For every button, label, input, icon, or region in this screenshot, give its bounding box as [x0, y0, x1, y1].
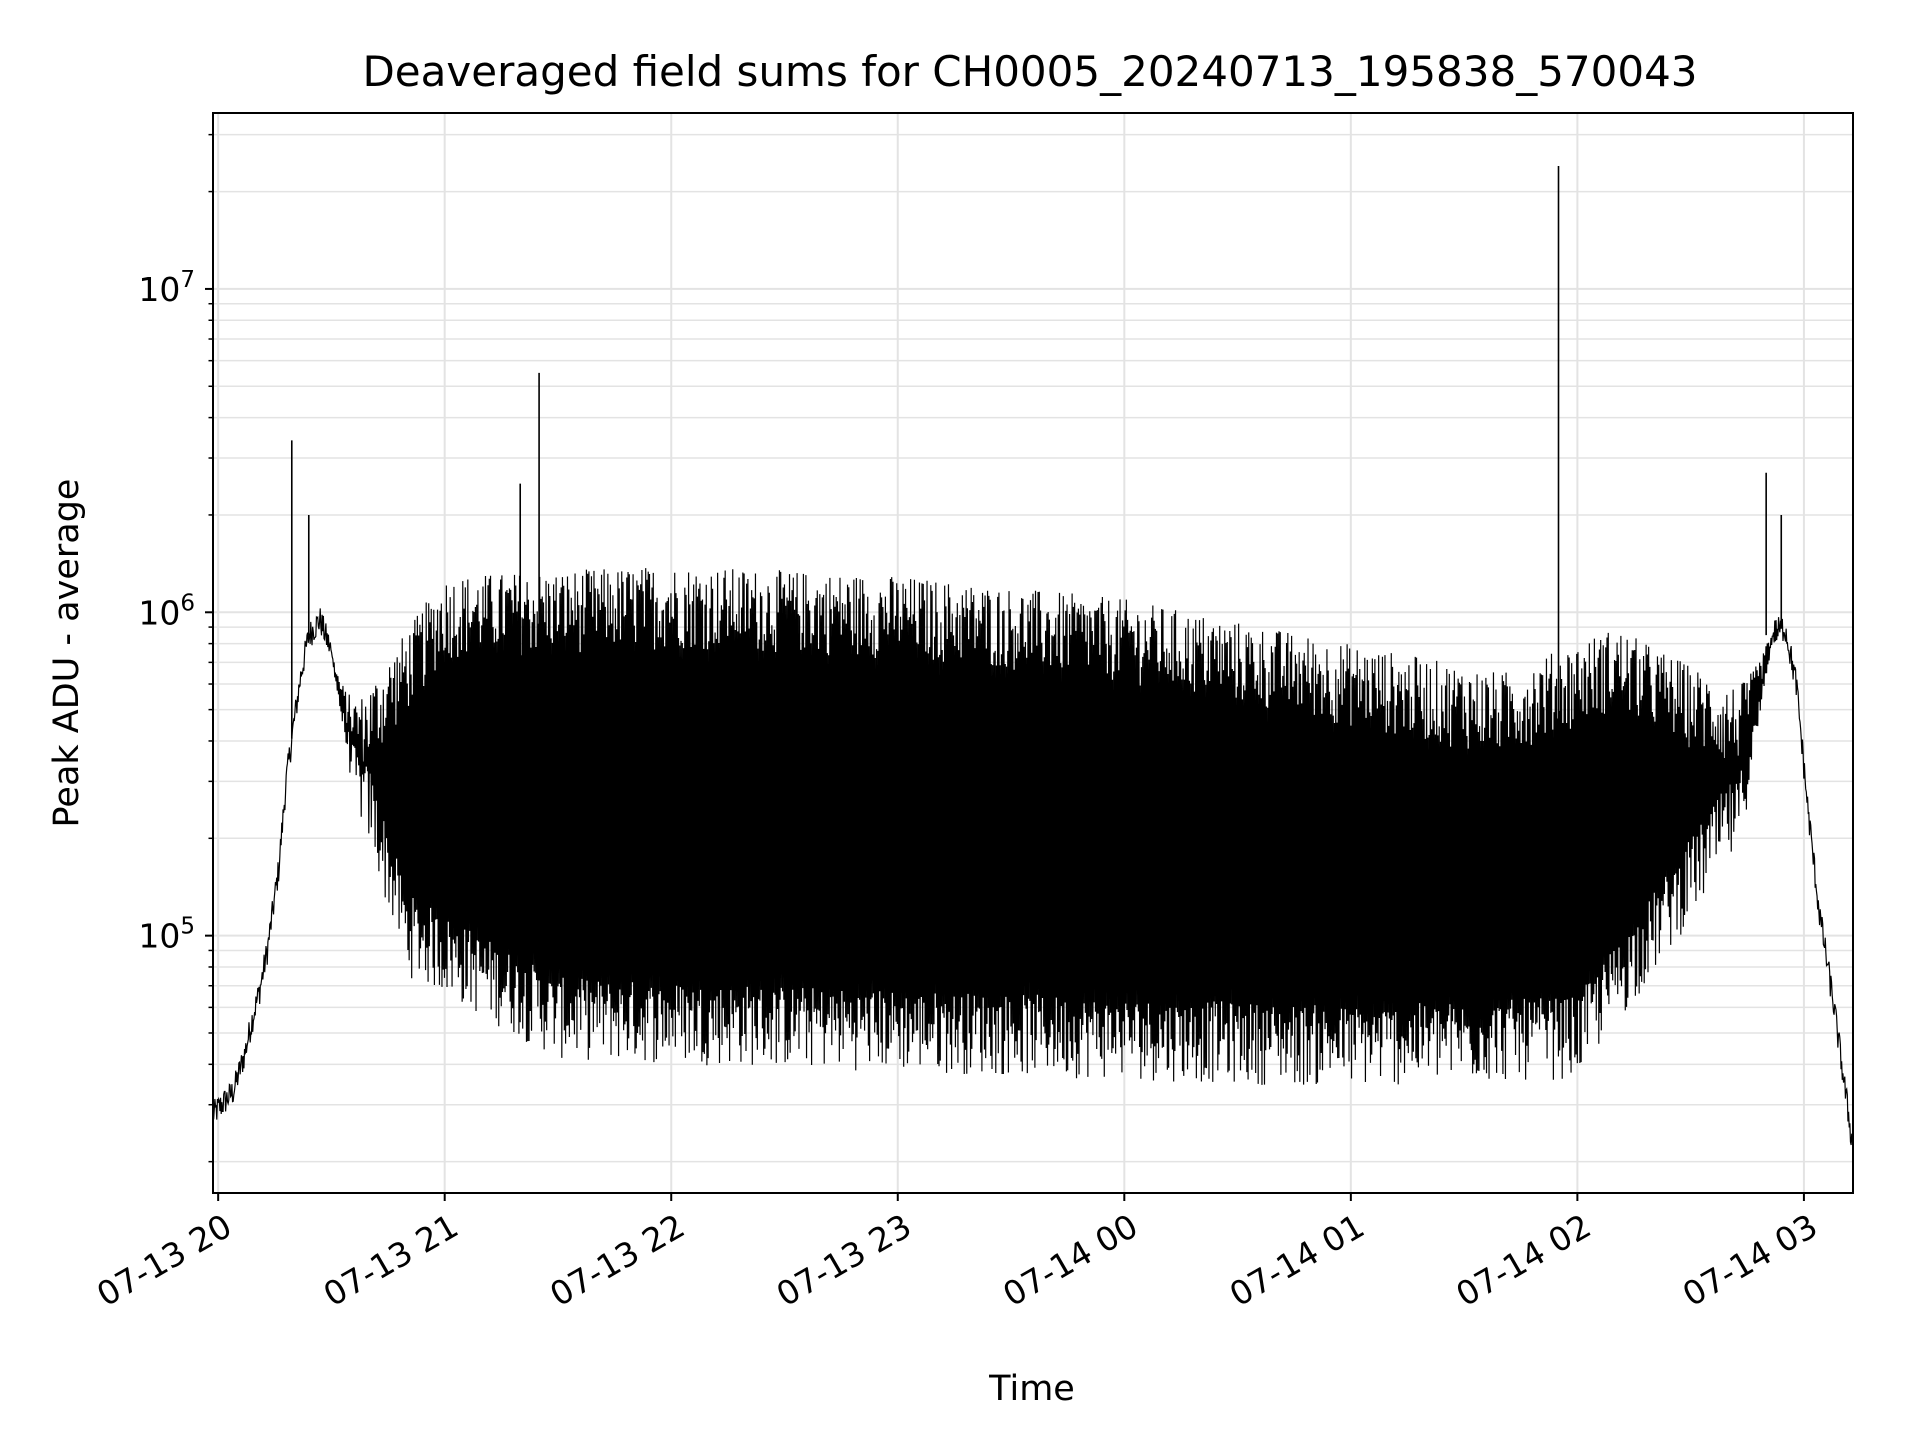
x-axis-title: Time	[988, 1369, 1075, 1409]
y-tick-label: 106	[138, 590, 195, 632]
chart-title: Deaveraged field sums for CH0005_2024071…	[362, 47, 1697, 96]
y-tick-label: 105	[138, 914, 195, 956]
plot-frame	[212, 112, 1854, 1194]
series-line	[212, 568, 1854, 1153]
y-axis: 105 106 107	[138, 133, 213, 1163]
series-line-group	[212, 165, 1854, 1153]
y-axis-title: Peak ADU - average	[47, 479, 87, 828]
y-tick-label: 107	[138, 267, 195, 309]
